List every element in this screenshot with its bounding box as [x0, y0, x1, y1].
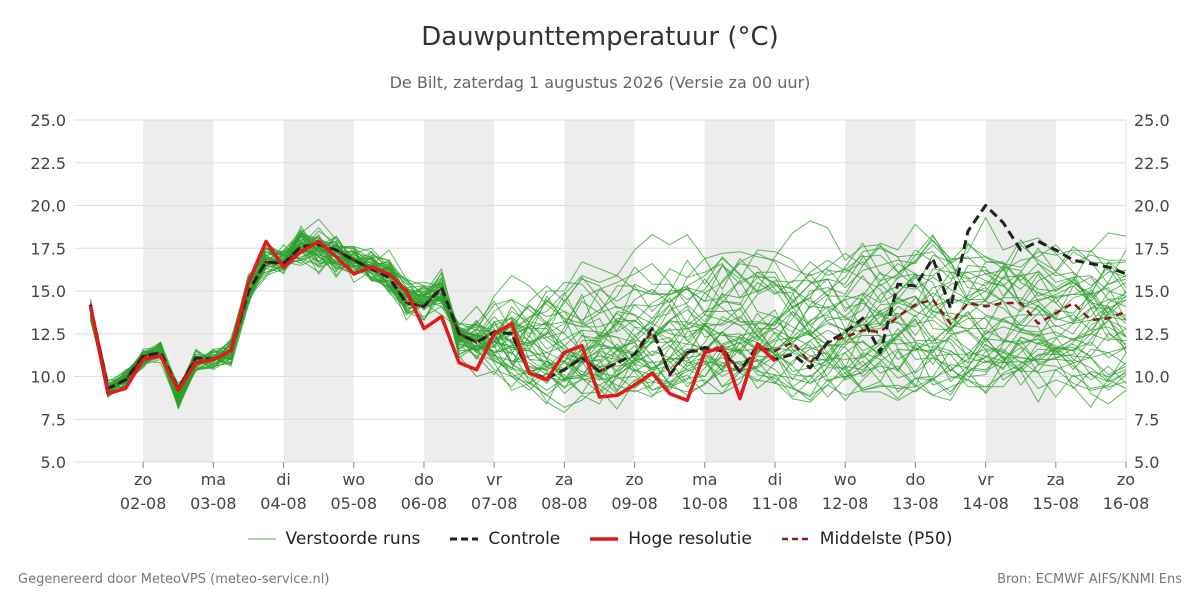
legend-swatch-perturbed: [247, 538, 276, 540]
y-tick-label-left: 5.0: [41, 453, 66, 472]
legend-label-control: Controle: [488, 529, 561, 549]
y-tick-label-left: 17.5: [30, 239, 66, 258]
x-tick-date: 06-08: [401, 494, 448, 513]
perturbed-run-line: [90, 246, 1127, 407]
x-tick-day: ma: [201, 470, 226, 489]
control-series: [89, 204, 1127, 390]
y-tick-label-left: 10.0: [30, 368, 66, 387]
y-tick-label-right: 25.0: [1134, 111, 1170, 130]
footer-source: Bron: ECMWF AIFS/KNMI Ens: [997, 572, 1182, 587]
x-tick-date: 13-08: [892, 494, 939, 513]
x-tick-date: 05-08: [331, 494, 378, 513]
x-tick-date: 09-08: [611, 494, 658, 513]
perturbed-run-line: [90, 240, 1127, 396]
x-tick-day: zo: [1117, 470, 1135, 489]
footer-credit: Gegenereerd door MeteoVPS (meteo-service…: [18, 572, 330, 587]
x-tick-day: zo: [625, 470, 643, 489]
legend-item-median: Middelste (P50): [781, 529, 953, 549]
hires-line: [88, 239, 777, 403]
y-tick-label-left: 15.0: [30, 282, 66, 301]
y-tick-label-right: 5.0: [1134, 453, 1159, 472]
x-tick-date: 10-08: [682, 494, 729, 513]
x-tick-day: vr: [486, 470, 502, 489]
x-tick-day: di: [768, 470, 783, 489]
y-axis-left: 5.0 7.5 10.0 12.5 15.0 17.5 20.0 22.5 25.0: [30, 111, 66, 472]
x-tick-day: ma: [692, 470, 717, 489]
x-tick-date: 15-08: [1033, 494, 1080, 513]
legend-swatch-control: [450, 537, 479, 541]
legend-swatch-hires: [590, 537, 619, 541]
x-axis: zo 02-08 ma 03-08 di 04-08 wo 05-08 do 06-08 vr 07-…: [120, 462, 1149, 513]
legend-label-perturbed: Verstoorde runs: [285, 529, 421, 549]
control-line: [89, 204, 1127, 390]
legend-label-median: Middelste (P50): [819, 529, 953, 549]
y-tick-label-left: 20.0: [30, 197, 66, 216]
y-tick-label-right: 10.0: [1134, 368, 1170, 387]
perturbed-run-line: [90, 234, 1127, 400]
y-tick-label-right: 22.5: [1134, 154, 1170, 173]
legend-item-hires: Hoge resolutie: [590, 529, 752, 549]
x-tick-date: 07-08: [471, 494, 518, 513]
perturbed-run-line: [90, 234, 1126, 408]
x-tick-date: 04-08: [260, 494, 307, 513]
y-tick-label-right: 20.0: [1134, 197, 1170, 216]
x-tick-date: 11-08: [752, 494, 799, 513]
x-tick-day: wo: [834, 470, 857, 489]
x-tick-day: zo: [134, 470, 152, 489]
chart-subtitle: De Bilt, zaterdag 1 augustus 2026 (Versi…: [389, 73, 811, 92]
y-tick-label-left: 12.5: [30, 325, 66, 344]
x-tick-day: vr: [978, 470, 994, 489]
y-tick-label-right: 17.5: [1134, 239, 1170, 258]
y-tick-label-left: 25.0: [30, 111, 66, 130]
legend-item-perturbed: Verstoorde runs: [247, 529, 421, 549]
legend-label-hires: Hoge resolutie: [628, 529, 752, 549]
x-tick-day: wo: [342, 470, 365, 489]
x-tick-day: do: [905, 470, 925, 489]
x-tick-date: 14-08: [962, 494, 1009, 513]
perturbed-run-line: [90, 232, 1127, 400]
y-tick-label-right: 12.5: [1134, 325, 1170, 344]
perturbed-run-line: [90, 239, 1127, 398]
x-tick-date: 08-08: [541, 494, 588, 513]
y-tick-label-right: 7.5: [1134, 410, 1159, 429]
x-tick-date: 12-08: [822, 494, 869, 513]
legend: Verstoorde runs Controle Hoge resolutie …: [0, 529, 1200, 549]
legend-item-control: Controle: [450, 529, 560, 549]
perturbed-run-line: [90, 242, 1127, 405]
perturbed-run-line: [90, 234, 1127, 389]
x-tick-day: di: [276, 470, 291, 489]
y-tick-label-right: 15.0: [1134, 282, 1170, 301]
x-tick-date: 02-08: [120, 494, 167, 513]
y-tick-label-left: 22.5: [30, 154, 66, 173]
hires-series: [88, 239, 777, 403]
legend-swatch-median: [781, 537, 810, 541]
y-tick-label-left: 7.5: [41, 410, 66, 429]
x-tick-day: do: [414, 470, 434, 489]
x-tick-day: za: [555, 470, 573, 489]
x-tick-date: 16-08: [1103, 494, 1150, 513]
x-tick-date: 03-08: [190, 494, 237, 513]
chart-title: Dauwpunttemperatuur (°C): [421, 22, 779, 52]
y-axis-right: 5.0 7.5 10.0 12.5 15.0 17.5 20.0 22.5 25.0: [1134, 111, 1170, 472]
x-tick-day: za: [1047, 470, 1065, 489]
perturbed-run-line: [90, 247, 1127, 398]
